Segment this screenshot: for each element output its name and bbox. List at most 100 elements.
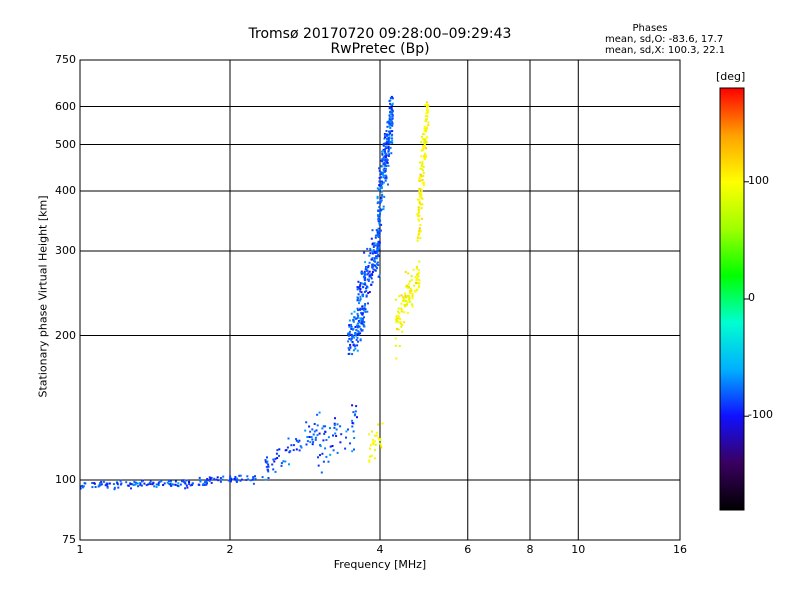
echo-point-o — [227, 479, 230, 482]
echo-point-o — [221, 478, 224, 481]
echo-point-x — [407, 282, 410, 285]
echo-point-o — [219, 480, 222, 483]
echo-point-o — [364, 278, 367, 281]
echo-point-o — [357, 340, 359, 343]
echo-point-o — [245, 479, 248, 481]
echo-point-o — [382, 148, 385, 151]
echo-point-x — [407, 294, 409, 297]
echo-point-o — [363, 273, 366, 276]
echo-point-o — [79, 487, 82, 490]
echo-point-o — [334, 417, 336, 420]
echo-point-o — [352, 349, 355, 352]
echo-point-o — [389, 112, 392, 115]
echo-point-o — [100, 480, 103, 483]
echo-point-x — [378, 438, 381, 441]
echo-point-o — [376, 187, 379, 190]
echo-point-o — [385, 152, 388, 155]
echo-point-o — [388, 121, 391, 124]
echo-point-o — [391, 111, 394, 114]
echo-point-o — [106, 483, 108, 486]
echo-point-o — [266, 460, 269, 463]
echo-point-o — [199, 480, 202, 483]
echo-point-x — [419, 173, 422, 176]
echo-point-o — [390, 120, 393, 123]
echo-point-x — [401, 323, 404, 326]
echo-point-x — [404, 270, 407, 273]
echo-point-x — [372, 441, 375, 444]
echo-point-o — [274, 457, 277, 460]
echo-point-o — [383, 170, 386, 172]
echo-point-x — [426, 126, 429, 129]
echo-point-o — [391, 117, 394, 120]
echo-point-x — [418, 214, 421, 217]
echo-point-x — [403, 305, 406, 308]
echo-point-o — [157, 483, 160, 486]
echo-point-o — [371, 264, 374, 267]
echo-point-x — [379, 442, 381, 445]
echo-point-o — [371, 250, 374, 253]
echo-point-o — [185, 479, 188, 482]
echo-point-o — [361, 312, 364, 315]
x-tick-label: 6 — [464, 543, 472, 556]
echo-point-o — [228, 479, 231, 482]
echo-point-o — [376, 261, 379, 264]
echo-point-x — [400, 302, 403, 305]
echo-point-o — [380, 223, 383, 226]
echo-point-x — [417, 218, 420, 221]
echo-point-o — [360, 322, 363, 325]
echo-point-o — [364, 310, 367, 313]
echo-point-o — [382, 163, 385, 165]
echo-point-x — [420, 168, 423, 170]
echo-point-o — [289, 450, 292, 453]
echo-point-o — [351, 450, 354, 453]
echo-point-o — [254, 477, 257, 480]
x-axis-label: Frequency [MHz] — [333, 558, 427, 571]
echo-point-x — [421, 138, 424, 141]
echo-point-o — [339, 441, 342, 444]
echo-point-o — [377, 220, 380, 223]
echo-point-x — [416, 213, 419, 216]
echo-point-o — [168, 480, 170, 482]
echo-point-x — [402, 296, 405, 299]
echo-point-o — [351, 404, 354, 407]
echo-point-o — [367, 302, 369, 305]
echo-point-x — [372, 439, 374, 441]
echo-point-o — [148, 482, 151, 484]
echo-point-x — [425, 101, 428, 104]
echo-point-x — [368, 433, 371, 436]
echo-point-x — [405, 303, 408, 306]
echo-point-x — [425, 141, 428, 144]
echo-point-o — [335, 428, 338, 431]
echo-point-o — [351, 419, 354, 422]
echo-point-x — [427, 111, 429, 113]
echo-point-x — [401, 330, 404, 333]
echo-point-o — [367, 265, 370, 267]
echo-point-o — [311, 428, 314, 431]
echo-point-x — [416, 198, 419, 201]
echo-point-x — [418, 282, 421, 285]
echo-point-o — [359, 282, 362, 285]
echo-point-o — [297, 441, 300, 443]
echo-point-o — [371, 273, 374, 276]
echo-point-o — [388, 130, 390, 133]
echo-point-o — [318, 432, 321, 435]
echo-point-x — [373, 440, 376, 443]
echo-point-o — [366, 273, 369, 276]
echo-point-o — [368, 291, 371, 293]
echo-point-o — [265, 465, 268, 468]
echo-point-o — [378, 274, 381, 277]
echo-point-o — [82, 485, 85, 488]
echo-point-o — [201, 484, 204, 486]
echo-point-o — [362, 275, 365, 278]
echo-point-o — [125, 481, 128, 484]
echo-point-o — [388, 153, 391, 156]
echo-point-o — [209, 479, 211, 482]
echo-point-o — [382, 173, 384, 176]
echo-point-x — [402, 299, 405, 302]
echo-point-o — [383, 167, 386, 170]
echo-point-o — [233, 478, 236, 480]
echo-point-o — [306, 440, 309, 443]
chart-title-line1: Tromsø 20170720 09:28:00–09:29:43 — [248, 26, 512, 42]
echo-point-x — [400, 310, 403, 313]
echo-point-o — [377, 218, 380, 221]
